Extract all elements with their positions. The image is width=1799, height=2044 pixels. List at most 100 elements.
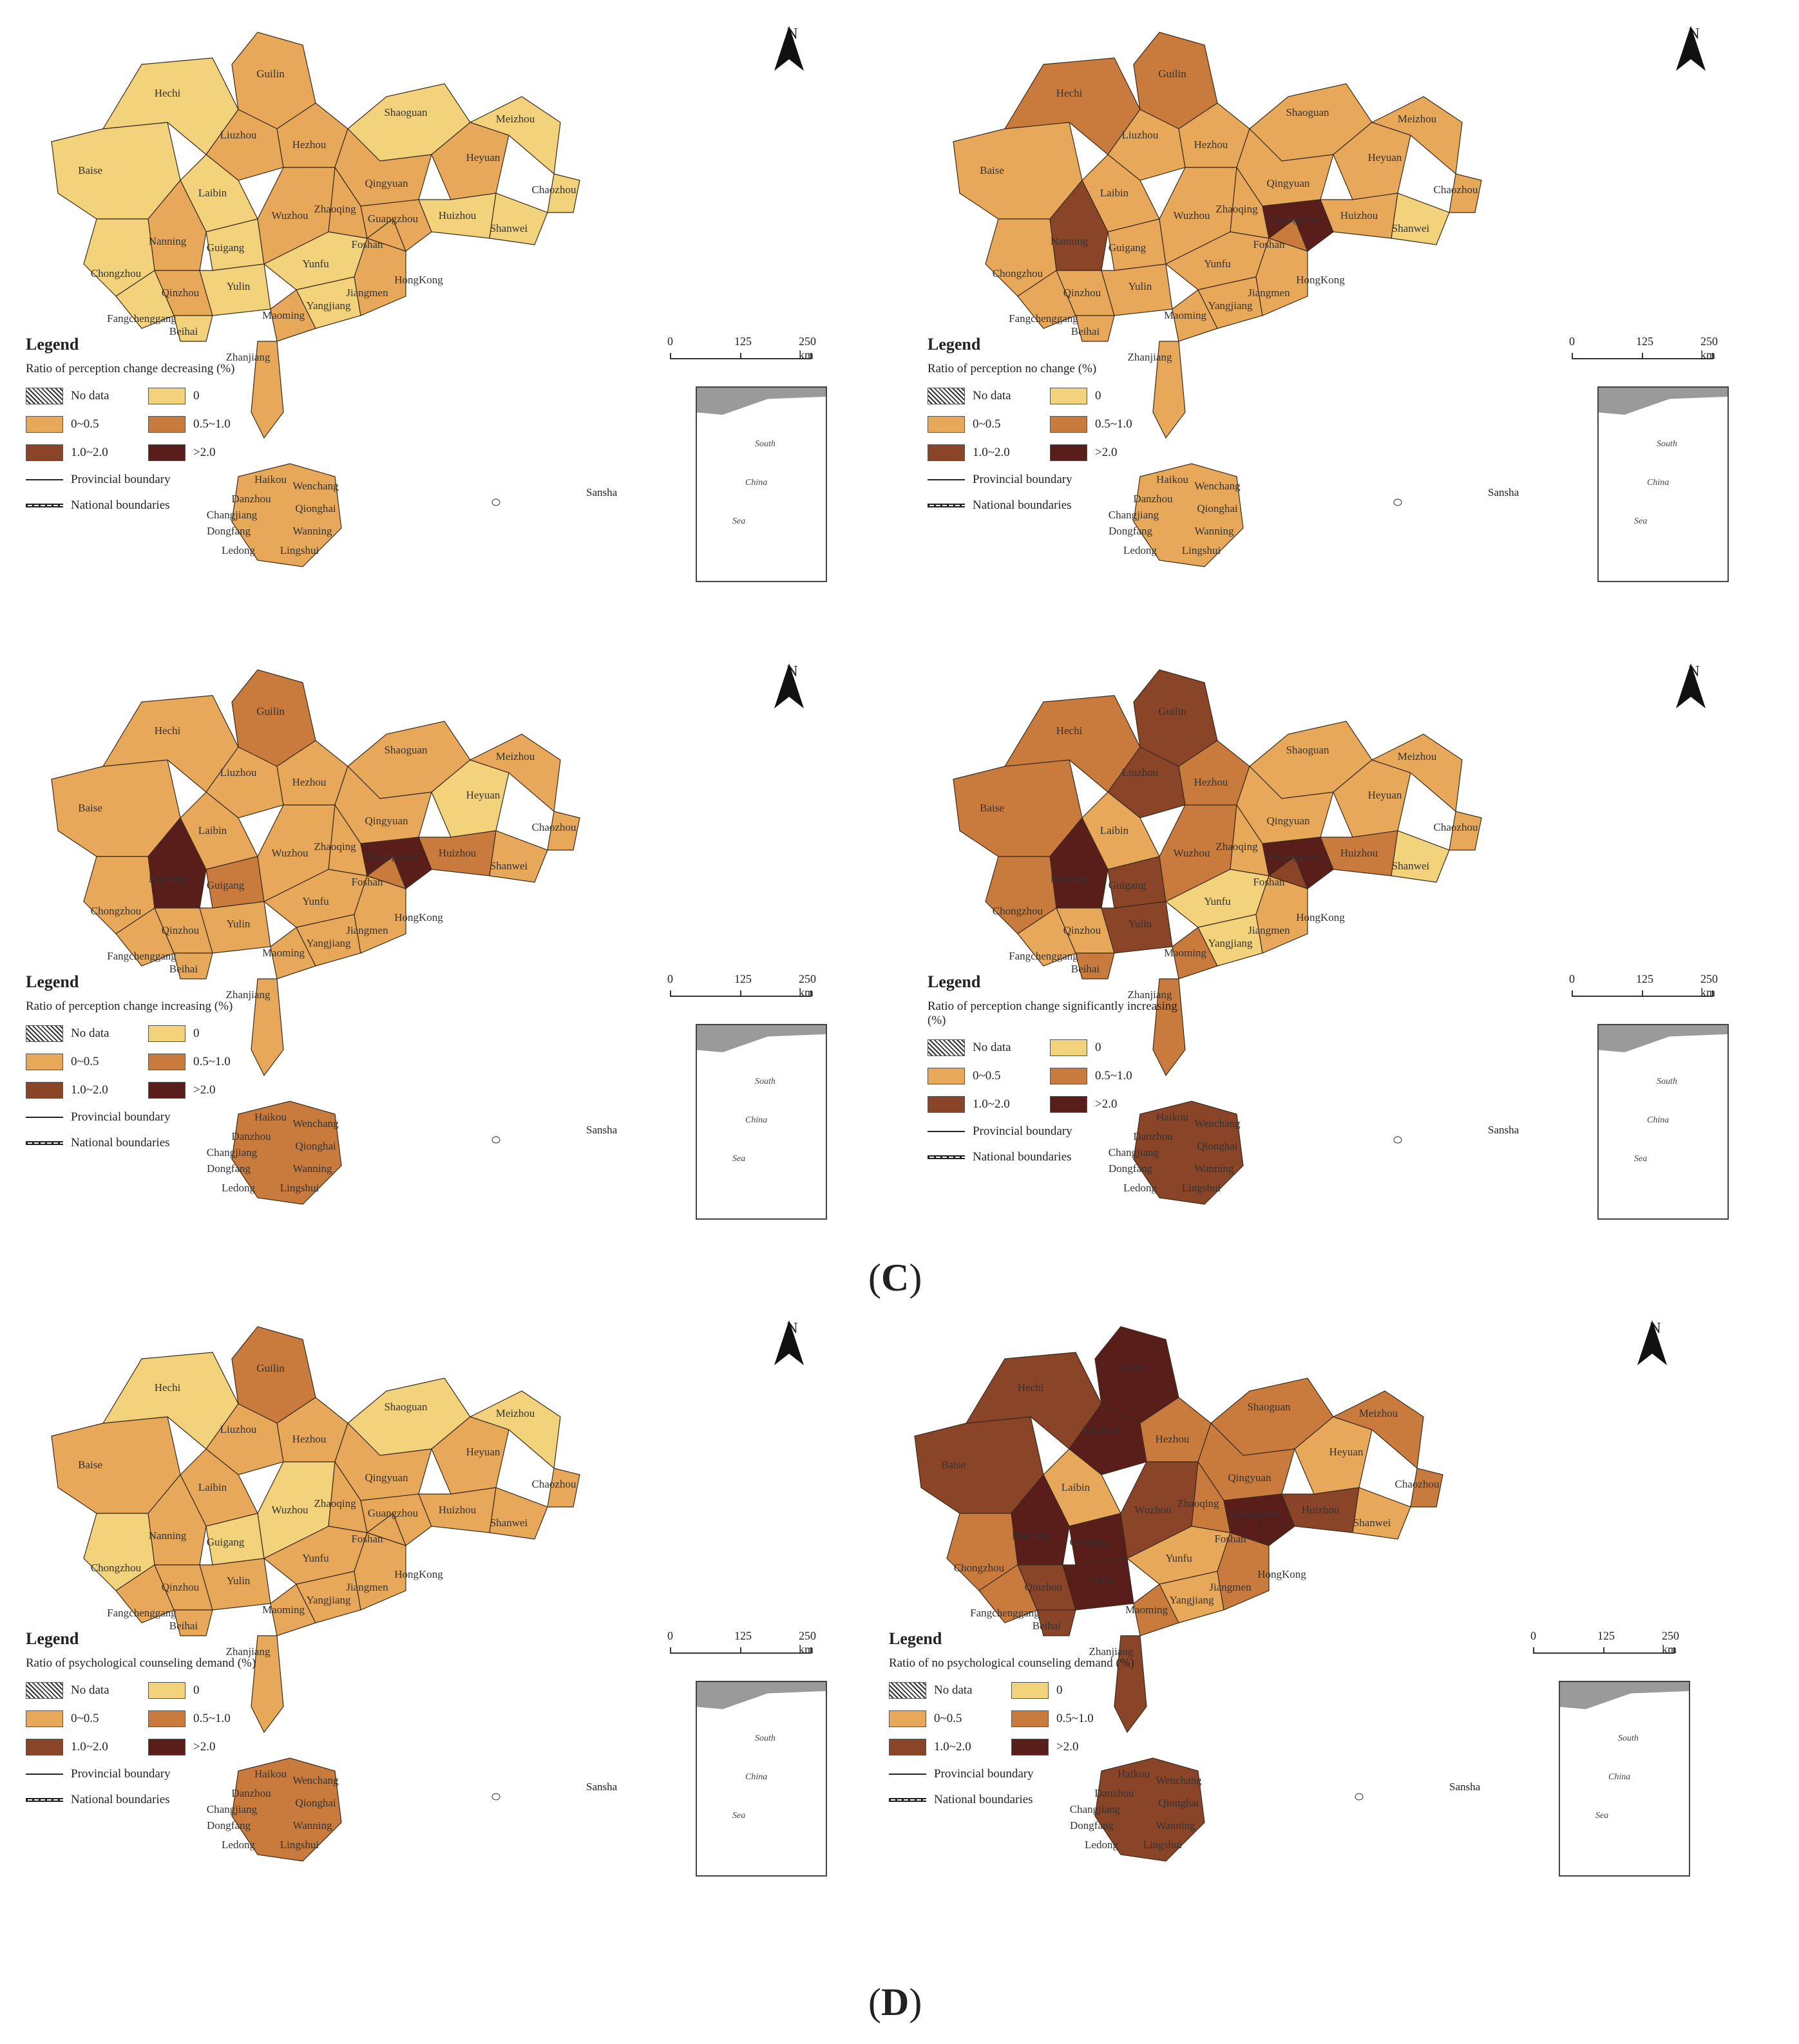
city-label-shaoguan: Shaoguan — [1247, 1401, 1291, 1413]
city-label-zhaoqing: Zhaoqing — [314, 840, 356, 853]
city-label-haikou: Haikou — [1118, 1768, 1150, 1780]
city-label-wanning: Wanning — [293, 1162, 332, 1175]
map-panel-3: Guilin Hechi Liuzhou Hezhou Shaoguan Qingyuan… — [19, 650, 882, 1230]
city-label-huizhou: Huizhou — [439, 847, 477, 859]
city-label-baise: Baise — [980, 802, 1004, 814]
legend-item: 0~0.5 — [26, 416, 148, 433]
legend-item: 0.5~1.0 — [148, 1710, 271, 1727]
city-label-jiangmen: Jiangmen — [1209, 1581, 1252, 1593]
city-label-qinzhou: Qinzhou — [1063, 924, 1101, 936]
city-label-heyuan: Heyuan — [466, 151, 500, 164]
city-label-haikou: Haikou — [254, 1768, 287, 1780]
city-label-hechi: Hechi — [1056, 87, 1083, 99]
city-label-zhanjiang: Zhanjiang — [1128, 351, 1172, 363]
city-label-shanwei: Shanwei — [490, 1517, 528, 1529]
legend-swatch — [1050, 1096, 1087, 1113]
sansha-label: Sansha — [1449, 1781, 1481, 1793]
map-legend: Legend Ratio of perception change decreas… — [26, 335, 386, 513]
legend-title: Legend — [26, 1629, 79, 1648]
legend-title: Legend — [928, 335, 981, 354]
city-label-guigang: Guigang — [207, 1536, 245, 1548]
scale-bar: 0 125 250 km — [667, 1629, 816, 1656]
legend-swatch — [26, 388, 63, 404]
city-label-zhanjiang: Zhanjiang — [226, 351, 271, 363]
legend-label: 0 — [1095, 389, 1101, 402]
scale-bar: 0 125 250 km — [1530, 1629, 1679, 1656]
city-label-yangjiang: Yangjiang — [306, 937, 351, 949]
city-label-shaoguan: Shaoguan — [1286, 744, 1329, 756]
legend-item: 0.5~1.0 — [148, 416, 271, 433]
city-label-lingshui: Lingshui — [1182, 544, 1221, 556]
region-beihai — [1075, 952, 1115, 979]
city-label-liuzhou: Liuzhou — [220, 766, 257, 779]
map-legend: Legend Ratio of perception no change (%) N… — [928, 335, 1288, 513]
city-label-maoming: Maoming — [1164, 309, 1207, 321]
legend-swatch — [148, 1739, 186, 1755]
inset-label: China — [745, 1772, 768, 1782]
region-yulin — [1101, 901, 1173, 954]
sansha-island — [1355, 1793, 1364, 1801]
legend-provincial-boundary: Provincial boundary — [928, 473, 1288, 487]
city-label-yulin: Yulin — [227, 918, 251, 930]
legend-item: No data — [26, 388, 148, 404]
legend-item: 1.0~2.0 — [928, 1096, 1050, 1113]
city-label-yangjiang: Yangjiang — [1208, 937, 1253, 949]
city-label-ledong: Ledong — [222, 1182, 255, 1194]
legend-label: 1.0~2.0 — [71, 1083, 108, 1097]
city-label-guangzhou: Guangzhou — [1270, 213, 1320, 225]
city-label-wenchang: Wenchang — [292, 480, 339, 492]
city-label-yunfu: Yunfu — [1165, 1552, 1192, 1564]
city-label-chongzhou: Chongzhou — [91, 905, 142, 917]
city-label-qionghai: Qionghai — [1197, 502, 1238, 515]
legend-label: 0~0.5 — [71, 1055, 99, 1068]
legend-swatch — [148, 416, 186, 433]
city-label-hechi: Hechi — [1018, 1381, 1044, 1394]
inset-label: China — [745, 478, 768, 487]
city-label-meizhou: Meizhou — [1398, 113, 1437, 125]
legend-item: 0~0.5 — [928, 416, 1050, 433]
city-label-maoming: Maoming — [262, 309, 305, 321]
city-label-hechi: Hechi — [155, 87, 181, 99]
city-label-wenchang: Wenchang — [292, 1774, 339, 1786]
city-label-jiangmen: Jiangmen — [1248, 287, 1290, 299]
region-shanwei — [1391, 830, 1450, 883]
legend-label: >2.0 — [193, 1083, 216, 1097]
legend-label: 0~0.5 — [71, 1712, 99, 1725]
city-label-chongzhou: Chongzhou — [993, 267, 1043, 279]
city-label-chaozhou: Chaozhou — [532, 184, 576, 196]
city-label-yulin: Yulin — [1128, 918, 1152, 930]
legend-item: No data — [928, 1039, 1050, 1056]
city-label-maoming: Maoming — [262, 1604, 305, 1616]
region-meizhou — [1332, 1390, 1424, 1470]
region-beihai — [173, 952, 213, 979]
legend-subtitle: Ratio of perception change increasing (%… — [26, 999, 233, 1013]
legend-item: 1.0~2.0 — [26, 444, 148, 461]
city-label-chaozhou: Chaozhou — [1434, 184, 1478, 196]
region-hainan — [1133, 463, 1244, 567]
sansha-label: Sansha — [1488, 1124, 1519, 1136]
city-label-heyuan: Heyuan — [466, 1446, 500, 1458]
south-china-sea-inset: South China Sea — [1597, 1024, 1729, 1220]
legend-subtitle: Ratio of no psychological counseling dem… — [889, 1656, 1134, 1670]
city-label-huizhou: Huizhou — [1340, 847, 1378, 859]
city-label-haikou: Haikou — [1156, 1111, 1189, 1123]
city-label-beihai: Beihai — [1071, 325, 1100, 337]
city-label-shanwei: Shanwei — [1392, 860, 1430, 872]
city-label-danzhou: Danzhou — [231, 1787, 271, 1799]
city-label-hechi: Hechi — [155, 1381, 181, 1394]
city-label-fangchenggang: Fangchenggang — [970, 1607, 1040, 1619]
region-jiangmen — [354, 238, 406, 316]
city-label-nanning: Nanning — [149, 235, 187, 247]
city-label-foshan: Foshan — [351, 238, 383, 251]
legend-swatch — [26, 1082, 63, 1099]
legend-item: >2.0 — [1011, 1739, 1134, 1755]
north-arrow: N — [1675, 26, 1713, 71]
city-label-zhaoqing: Zhaoqing — [314, 1497, 356, 1509]
legend-subtitle: Ratio of perception change significantly… — [928, 999, 1177, 1027]
map-legend: Legend Ratio of no psychological counseli… — [889, 1629, 1250, 1807]
city-label-guilin: Guilin — [1119, 1362, 1148, 1374]
city-label-nanning: Nanning — [149, 1529, 187, 1542]
sansha-label: Sansha — [586, 1781, 618, 1793]
legend-swatch — [26, 416, 63, 433]
legend-item: 0.5~1.0 — [1050, 416, 1172, 433]
